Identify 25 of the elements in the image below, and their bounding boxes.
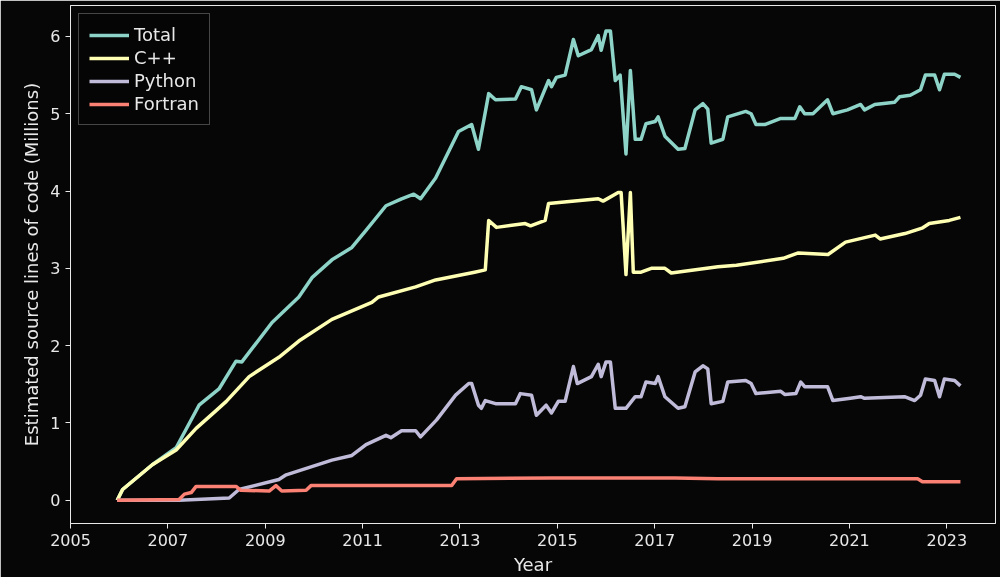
y-tick-label: 4 (50, 182, 61, 202)
y-tick-label: 5 (50, 104, 61, 124)
legend-label: Total (134, 24, 177, 45)
x-tick-label: 2007 (147, 530, 189, 550)
x-tick-label: 2015 (536, 530, 578, 550)
x-tick-label: 2017 (634, 530, 676, 550)
y-tick-label: 0 (50, 491, 61, 511)
x-tick-label: 2011 (342, 530, 383, 550)
x-tick-label: 2005 (50, 530, 91, 550)
x-tick-label: 2013 (439, 530, 481, 550)
y-axis-title: Estimated source lines of code (Millions) (21, 82, 43, 447)
x-axis-title: Year (512, 553, 553, 575)
x-tick-label: 2021 (829, 530, 870, 550)
legend-label: Python (134, 70, 197, 91)
y-tick-label: 3 (50, 259, 61, 279)
x-tick-label: 2019 (731, 530, 773, 550)
line-series (115, 476, 963, 503)
y-tick-label: 6 (50, 27, 61, 47)
legend-label: C++ (134, 47, 177, 68)
line-series (115, 190, 963, 503)
x-tick-label: 2009 (244, 530, 286, 550)
y-tick-label: 2 (50, 336, 61, 356)
x-tick-label: 2023 (926, 530, 968, 550)
y-tick-label: 1 (50, 413, 61, 433)
legend-label: Fortran (134, 93, 200, 114)
